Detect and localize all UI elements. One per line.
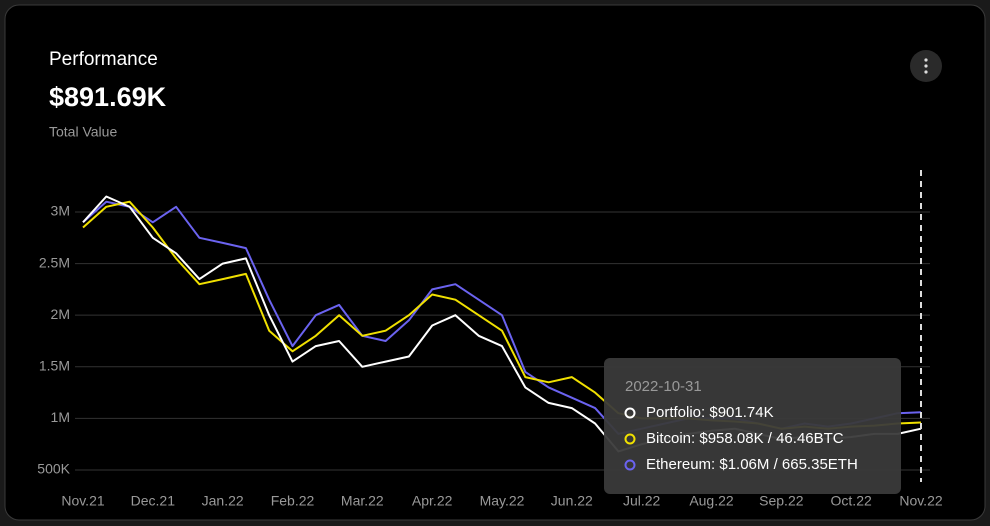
tooltip-item: Ethereum: $1.06M / 665.35ETH <box>646 456 858 473</box>
dot <box>924 70 928 74</box>
tooltip-box <box>604 358 901 494</box>
tooltip-item: Bitcoin: $958.08K / 46.46BTC <box>646 430 844 447</box>
tooltip-swatch <box>624 407 636 419</box>
tooltip-swatch <box>624 433 636 445</box>
dot <box>924 64 928 68</box>
x-tick-label: Jun.22 <box>551 493 593 509</box>
y-tick-label: 2.5M <box>39 254 70 270</box>
y-tick-label: 3M <box>51 203 70 219</box>
tooltip-date: 2022-10-31 <box>625 378 702 395</box>
tooltip: 2022-10-31 Portfolio: $901.74K Bitcoin: $… <box>604 358 901 494</box>
x-tick-label: Jul.22 <box>623 493 661 509</box>
x-tick-label: Sep.22 <box>759 493 804 509</box>
x-tick-label: Aug.22 <box>689 493 734 509</box>
x-tick-label: Feb.22 <box>271 493 315 509</box>
x-tick-label: Dec.21 <box>131 493 176 509</box>
x-tick-label: Nov.21 <box>61 493 105 509</box>
y-tick-label: 2M <box>51 306 70 322</box>
dot <box>924 58 928 62</box>
x-tick-label: Nov.22 <box>899 493 943 509</box>
y-tick-label: 500K <box>37 461 70 477</box>
x-tick-label: Mar.22 <box>341 493 384 509</box>
total-value: $891.69K <box>49 82 167 112</box>
x-tick-label: May.22 <box>480 493 525 509</box>
menu-button[interactable] <box>910 50 942 82</box>
x-tick-label: Oct.22 <box>831 493 872 509</box>
tooltip-item: Portfolio: $901.74K <box>646 404 774 421</box>
plot: 500K 1M 1.5M 2M 2.5M 3M Nov.21 Dec.21 Jan.22 Feb.… <box>37 195 943 509</box>
x-tick-label: Jan.22 <box>202 493 244 509</box>
subtitle: Total Value <box>49 124 117 140</box>
title: Performance <box>49 49 158 70</box>
tooltip-swatch <box>624 459 636 471</box>
x-tick-label: Apr.22 <box>412 493 453 509</box>
y-tick-label: 1.5M <box>39 357 70 373</box>
y-tick-label: 1M <box>51 409 70 425</box>
